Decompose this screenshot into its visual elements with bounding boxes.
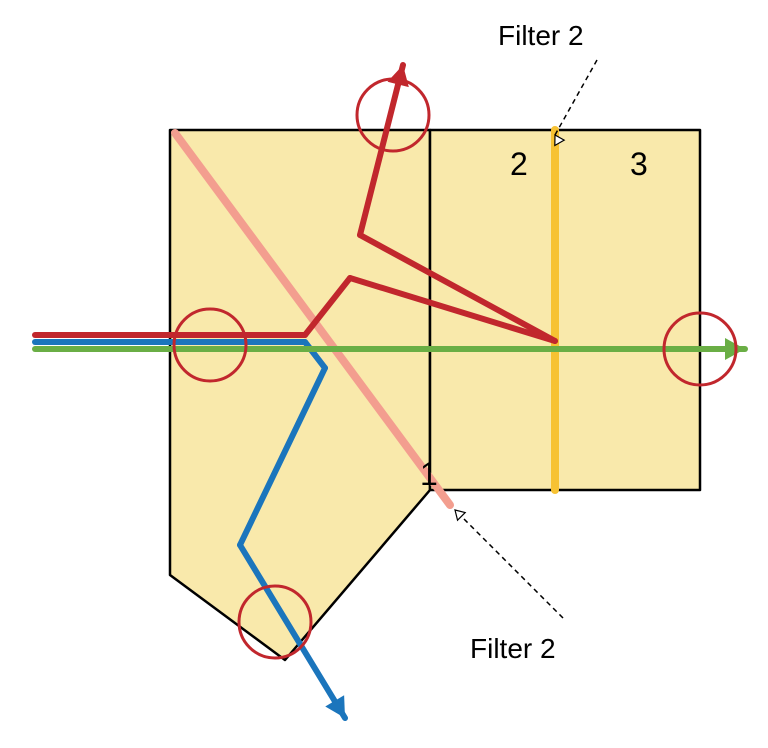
arrowhead	[325, 695, 354, 723]
filter2-top: Filter 2	[498, 20, 584, 51]
leader-bottom	[455, 510, 563, 618]
filter2-bottom: Filter 2	[470, 633, 556, 664]
n2: 2	[510, 146, 528, 182]
prism1	[170, 130, 430, 660]
prism3	[555, 130, 700, 490]
n3: 3	[630, 146, 648, 182]
leader-arrowtip	[451, 506, 465, 520]
n1: 1	[420, 456, 438, 492]
leader-top	[555, 60, 597, 135]
prisms-group	[170, 130, 700, 660]
